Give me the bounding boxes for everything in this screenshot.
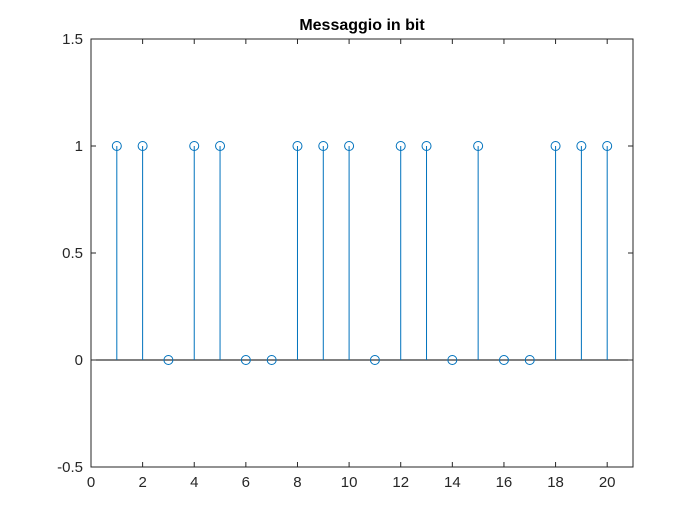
plot-background [91, 39, 633, 467]
stem-marker [498, 355, 509, 365]
y-tick-label: 1.5 [62, 31, 83, 48]
x-tick-label: 20 [599, 474, 616, 491]
y-tick-label: 0.5 [62, 245, 83, 262]
stem-marker [266, 355, 277, 365]
stem-marker [215, 141, 226, 151]
stem-marker [137, 141, 148, 151]
stem-marker [395, 141, 406, 151]
x-tick-label: 2 [138, 474, 146, 491]
stem-marker [344, 141, 355, 151]
stem-marker [602, 141, 613, 151]
stem-marker [369, 355, 380, 365]
x-tick-label: 16 [496, 474, 513, 491]
stem-marker [163, 355, 174, 365]
x-tick-label: 8 [293, 474, 301, 491]
x-tick-label: 18 [547, 474, 564, 491]
stem-marker [524, 355, 535, 365]
y-tick-label: -0.5 [57, 459, 83, 476]
chart-title: Messaggio in bit [299, 17, 425, 34]
stem-marker [111, 141, 122, 151]
y-tick-label: 1 [75, 138, 83, 155]
stem-marker [447, 355, 458, 365]
x-tick-label: 10 [341, 474, 358, 491]
y-tick-label: 0 [75, 352, 83, 369]
stem-marker [421, 141, 432, 151]
x-tick-label: 4 [190, 474, 198, 491]
x-tick-label: 0 [87, 474, 95, 491]
stem-marker [473, 141, 484, 151]
stem-marker [550, 141, 561, 151]
stem-marker [318, 141, 329, 151]
x-tick-label: 14 [444, 474, 461, 491]
stem-marker [240, 355, 251, 365]
x-tick-label: 12 [392, 474, 409, 491]
x-tick-label: 6 [242, 474, 250, 491]
stem-marker [189, 141, 200, 151]
stem-marker [576, 141, 587, 151]
stem-marker [292, 141, 303, 151]
